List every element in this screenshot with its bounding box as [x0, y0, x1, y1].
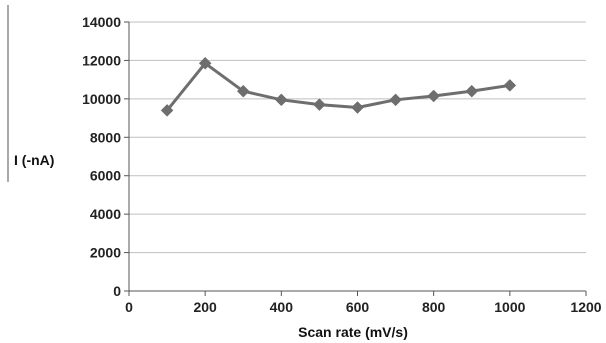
- series-line: [167, 63, 510, 110]
- y-axis-title: I (-nA): [14, 152, 54, 168]
- data-point-diamond: [275, 94, 287, 106]
- y-tick-label: 6000: [90, 168, 121, 184]
- x-tick-label: 0: [125, 299, 133, 315]
- x-tick-label: 200: [193, 299, 217, 315]
- y-tick-label: 2000: [90, 245, 121, 261]
- y-tick-labels: 0 2000 4000 6000 8000 10000 12000 14000: [82, 14, 121, 299]
- x-tick-label: 600: [346, 299, 370, 315]
- data-point-diamond: [428, 90, 440, 102]
- y-tick-label: 14000: [82, 14, 121, 30]
- x-axis-title: Scan rate (mV/s): [298, 324, 408, 340]
- x-tick-label: 400: [270, 299, 294, 315]
- x-tick-label: 800: [422, 299, 446, 315]
- y-tick-label: 8000: [90, 129, 121, 145]
- x-tick-label: 1200: [570, 299, 601, 315]
- data-point-diamond: [504, 79, 516, 91]
- y-tick-label: 0: [113, 283, 121, 299]
- series-lines: [167, 63, 510, 110]
- gridlines: [129, 22, 586, 253]
- y-tick-label: 10000: [82, 91, 121, 107]
- data-point-diamond: [466, 85, 478, 97]
- x-tick-labels: 0 200 400 600 800 1000 1200: [125, 299, 602, 315]
- data-point-diamond: [313, 99, 325, 111]
- data-point-diamond: [390, 94, 402, 106]
- y-tick-label: 4000: [90, 206, 121, 222]
- axes: [124, 22, 586, 296]
- y-tick-label: 12000: [82, 52, 121, 68]
- x-tick-label: 1000: [494, 299, 525, 315]
- data-point-diamond: [352, 102, 364, 114]
